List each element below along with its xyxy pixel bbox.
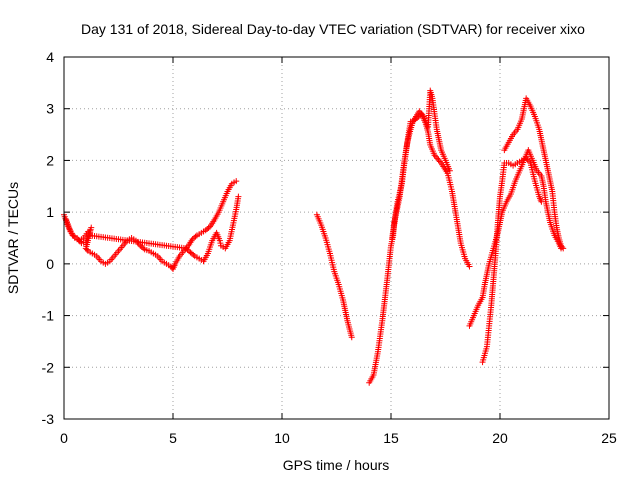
data-point bbox=[205, 224, 212, 231]
x-tick-label: 10 bbox=[274, 430, 290, 446]
data-point bbox=[559, 244, 566, 251]
data-point bbox=[435, 156, 442, 163]
y-tick-label: 2 bbox=[46, 152, 54, 168]
x-tick-label: 20 bbox=[492, 430, 508, 446]
x-tick-label: 5 bbox=[169, 430, 177, 446]
series-seg5 bbox=[389, 87, 453, 241]
axis-ticks: 0 5 10 15 20 25 -3 -2 -1 0 1 2 3 4 bbox=[42, 49, 617, 446]
data-point bbox=[140, 245, 147, 252]
x-tick-label: 25 bbox=[601, 430, 617, 446]
data-point bbox=[185, 248, 192, 255]
y-axis-label: SDTVAR / TECUs bbox=[5, 182, 21, 294]
data-point bbox=[538, 198, 545, 205]
x-tick-label: 15 bbox=[383, 430, 399, 446]
data-point bbox=[192, 233, 199, 240]
series-seg2 bbox=[63, 193, 242, 265]
series-seg7 bbox=[479, 154, 545, 366]
data-point bbox=[466, 263, 473, 270]
x-axis-label: GPS time / hours bbox=[283, 457, 390, 473]
data-point bbox=[183, 245, 190, 252]
plot-frame bbox=[63, 56, 610, 420]
x-tick-label: 0 bbox=[60, 430, 68, 446]
chart-title: Day 131 of 2018, Sidereal Day-to-day VTE… bbox=[81, 21, 585, 37]
y-tick-label: -2 bbox=[42, 359, 55, 375]
series-seg8 bbox=[501, 95, 567, 252]
y-tick-label: 1 bbox=[46, 204, 54, 220]
data-point bbox=[560, 245, 567, 252]
y-tick-label: 4 bbox=[46, 49, 54, 65]
data-point bbox=[446, 167, 453, 174]
data-point bbox=[216, 237, 223, 244]
data-point bbox=[348, 334, 355, 341]
data-point bbox=[184, 246, 191, 253]
data-point bbox=[235, 193, 242, 200]
series-seg3 bbox=[313, 211, 355, 341]
y-tick-label: -3 bbox=[42, 411, 55, 427]
series-seg4 bbox=[366, 110, 473, 386]
data-point bbox=[190, 251, 197, 258]
y-tick-label: 3 bbox=[46, 101, 54, 117]
y-tick-label: 0 bbox=[46, 256, 54, 272]
data-point bbox=[434, 155, 441, 162]
data-point bbox=[83, 246, 90, 253]
data-point bbox=[217, 240, 224, 247]
data-point bbox=[233, 178, 240, 185]
grid bbox=[64, 57, 609, 419]
series-seg1 bbox=[61, 178, 240, 273]
data-points bbox=[61, 87, 567, 386]
y-tick-label: -1 bbox=[42, 308, 55, 324]
